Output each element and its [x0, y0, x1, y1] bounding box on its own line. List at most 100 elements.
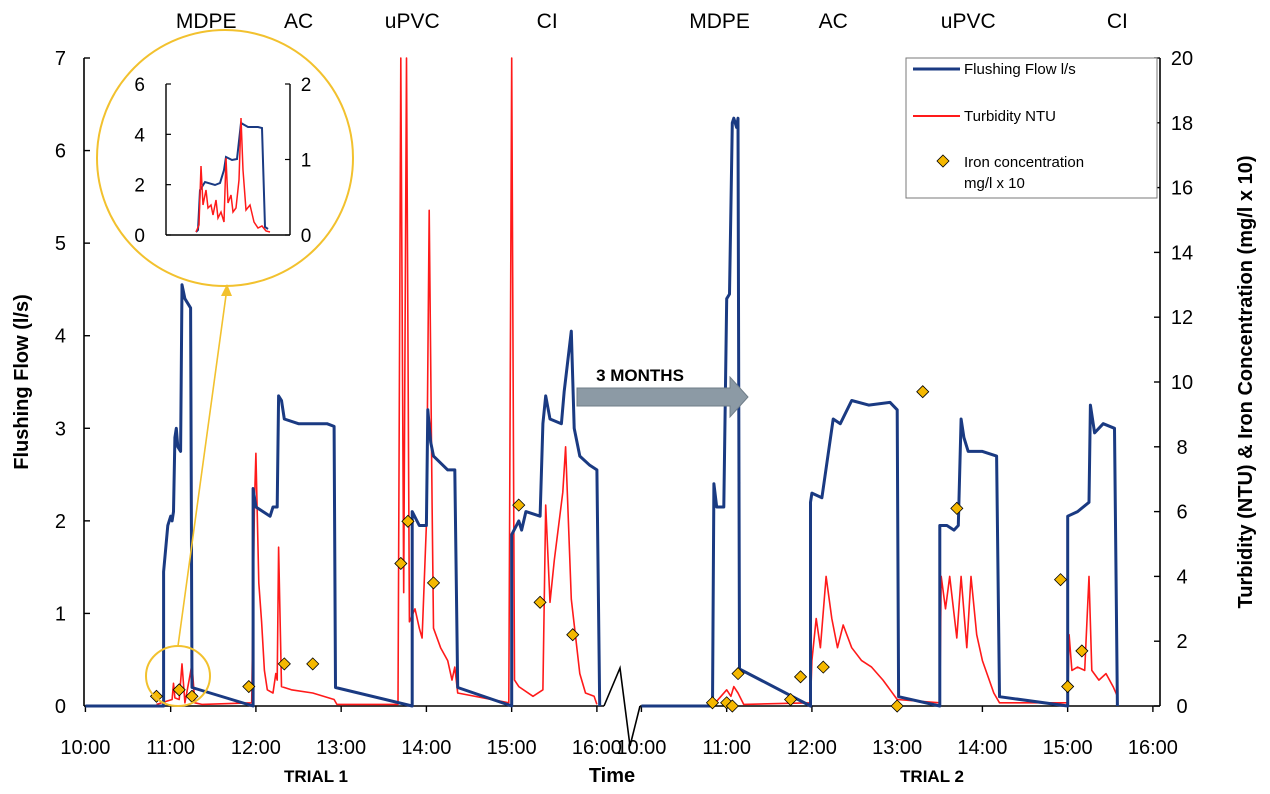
y-right-tick-label: 18: [1171, 113, 1193, 135]
iron-point: [242, 679, 256, 694]
x-tick-label: 10:00: [616, 737, 666, 759]
y-axis-left-label: Flushing Flow (l/s): [11, 294, 33, 470]
material-label: uPVC: [385, 10, 440, 33]
legend-turbidity-label: Turbidity NTU: [964, 108, 1056, 125]
iron-point: [426, 576, 441, 590]
y-right-tick-label: 6: [1176, 502, 1187, 524]
inset-right-tick-label: 2: [301, 75, 312, 96]
iron-point: [916, 385, 930, 399]
iron-point: [306, 657, 320, 671]
material-label: MDPE: [176, 10, 237, 33]
material-labels: MDPE AC uPVC CI MDPE AC uPVC CI: [176, 10, 1128, 33]
flushing-flow-line: [641, 116, 1119, 708]
y-right-tick-label: 14: [1171, 242, 1193, 264]
iron-point: [725, 699, 739, 713]
iron-point: [1053, 573, 1068, 587]
axis-break-zigzag: [603, 664, 641, 747]
y-left-tick-label: 2: [55, 511, 66, 533]
y-right-tick-label: 8: [1176, 437, 1187, 459]
inset-left-tick-label: 0: [134, 226, 145, 247]
x-tick-label: 12:00: [787, 737, 837, 759]
material-label: MDPE: [689, 10, 750, 33]
legend: Flushing Flow l/s Turbidity NTU Iron con…: [905, 57, 1158, 199]
material-label: CI: [1107, 10, 1128, 33]
inset-arrowhead-icon: [221, 284, 232, 296]
iron-point: [277, 657, 291, 671]
iron-point: [784, 692, 798, 707]
y-left-tick-label: 3: [55, 418, 66, 440]
series-layer: [85, 57, 1119, 713]
material-label: AC: [284, 10, 313, 33]
x-tick-label: 16:00: [1128, 737, 1178, 759]
inset-source-ellipse: [145, 645, 211, 707]
trial2-label: TRIAL 2: [900, 767, 964, 786]
y-left-tick-label: 1: [55, 603, 66, 625]
material-label: CI: [537, 10, 558, 33]
inset-left-tick-label: 6: [134, 75, 145, 96]
y-left-tick-label: 7: [55, 48, 66, 70]
x-tick-label: 16:00: [572, 737, 622, 759]
iron-point: [566, 628, 580, 642]
material-label: AC: [819, 10, 848, 33]
inset-right-tick-label: 1: [301, 151, 312, 172]
y-right-tick-label: 16: [1171, 178, 1193, 200]
iron-point: [512, 498, 526, 512]
iron-point: [705, 696, 720, 710]
y-right-tick-label: 20: [1171, 48, 1193, 70]
iron-point: [172, 683, 186, 697]
legend-iron-label-line2: mg/l x 10: [964, 175, 1025, 192]
iron-point: [401, 514, 415, 528]
iron-point: [1061, 679, 1075, 694]
legend-box: [905, 57, 1158, 199]
iron-point: [533, 595, 547, 609]
iron-point: [394, 556, 408, 571]
x-tick-label: 11:00: [146, 737, 195, 759]
y-left-tick-label: 6: [55, 141, 66, 163]
legend-flow-label: Flushing Flow l/s: [964, 61, 1076, 78]
legend-iron-label-line1: Iron concentration: [964, 154, 1084, 171]
y-right-tick-label: 4: [1176, 566, 1187, 588]
x-tick-label: 13:00: [872, 737, 922, 759]
legend-iron-swatch: [936, 154, 950, 168]
trial1-label: TRIAL 1: [284, 767, 348, 786]
y-right-tick-label: 2: [1176, 631, 1187, 653]
x-tick-label: 13:00: [316, 737, 366, 759]
iron-point: [793, 670, 808, 684]
inset-connector: [177, 287, 228, 647]
x-tick-label: 14:00: [957, 737, 1007, 759]
zoom-inset: 0 2 4 6 0 1 2: [96, 29, 354, 707]
turbidity-line: [714, 575, 1119, 706]
iron-point: [890, 699, 904, 713]
inset-turbidity-line: [195, 117, 271, 233]
y-axis-right-label: Turbidity (NTU) & Iron Concentration (mg…: [1235, 156, 1257, 609]
x-tick-label: 11:00: [702, 737, 751, 759]
y-right-tick-label: 12: [1171, 307, 1193, 329]
flushing-flow-line: [85, 283, 602, 708]
y-left-tick-label: 4: [55, 326, 66, 348]
iron-point: [950, 501, 964, 515]
inset-left-tick-label: 4: [134, 125, 145, 146]
iron-point: [731, 667, 745, 681]
x-tick-label: 10:00: [60, 737, 110, 759]
x-axis-label: Time: [589, 765, 635, 787]
x-tick-label: 14:00: [401, 737, 451, 759]
inset-right-tick-label: 0: [301, 226, 312, 247]
inset-left-tick-label: 2: [134, 176, 145, 197]
y-right-tick-label: 0: [1176, 696, 1187, 718]
x-tick-label: 12:00: [231, 737, 281, 759]
three-months-annotation: 3 MONTHS: [576, 366, 749, 419]
inset-ticks: 0 2 4 6 0 1 2: [134, 75, 311, 247]
turbidity-line: [156, 57, 598, 706]
arrow-right-icon: [576, 375, 749, 419]
x-tick-label: 15:00: [1043, 737, 1093, 759]
iron-point: [1075, 644, 1089, 658]
y-left-tick-label: 5: [55, 233, 66, 255]
x-tick-label: 15:00: [487, 737, 537, 759]
y-right-tick-label: 10: [1171, 372, 1193, 394]
three-months-label: 3 MONTHS: [596, 366, 684, 385]
iron-point: [816, 660, 830, 674]
material-label: uPVC: [941, 10, 996, 33]
y-left-tick-label: 0: [55, 696, 66, 718]
